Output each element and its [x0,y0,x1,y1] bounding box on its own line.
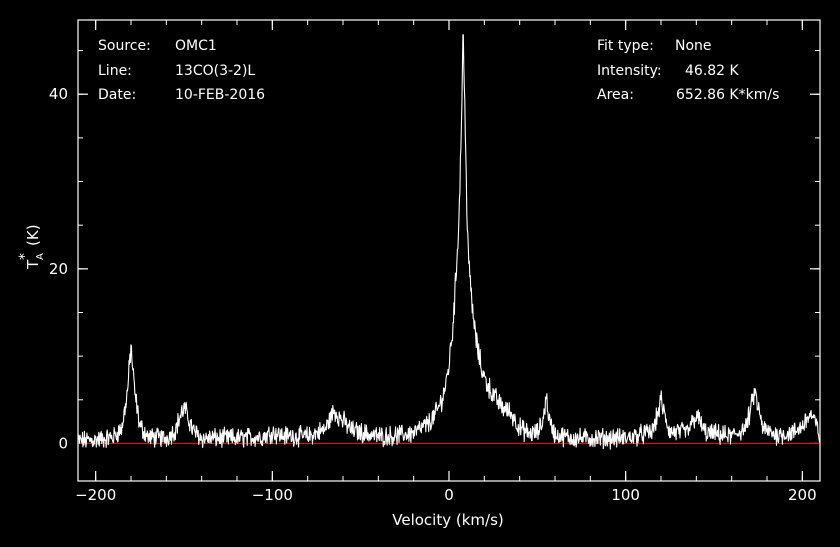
date-label: Date: [98,87,136,103]
x-tick-label: 100 [611,486,640,504]
y-axis-title: T A * (K) [17,224,46,270]
line-label: Line: [98,63,132,79]
source-label: Source: [98,38,151,54]
area-label: Area: [597,87,634,103]
y-tick-label: 20 [49,260,68,278]
x-tick-label: 200 [788,486,817,504]
tick-labels: −200 −100 0 100 200 0 20 40 [49,85,817,504]
y-axis-title-superscript: * [17,253,33,260]
area-value: 652.86 K*km/s [676,87,779,103]
fit-type-value: None [675,38,712,54]
y-tick-label: 40 [49,85,68,103]
x-tick-label: −100 [252,486,293,504]
date-value: 10-FEB-2016 [175,87,265,103]
x-tick-label: −200 [75,486,116,504]
spectrum-trace [77,34,821,450]
x-tick-label: 0 [444,486,454,504]
y-axis-title-unit: (K) [24,224,42,246]
plot-frame [77,19,821,482]
y-tick-label: 0 [58,434,68,452]
y-axis-title-subscript: A [35,253,46,260]
fit-type-label: Fit type: [597,38,654,54]
line-value: 13CO(3-2)L [175,63,255,79]
x-axis-title: Velocity (km/s) [392,511,503,529]
intensity-value: 46.82 K [685,63,740,79]
source-value: OMC1 [175,38,217,54]
intensity-label: Intensity: [597,63,662,79]
y-axis-title-main: T [24,259,42,270]
